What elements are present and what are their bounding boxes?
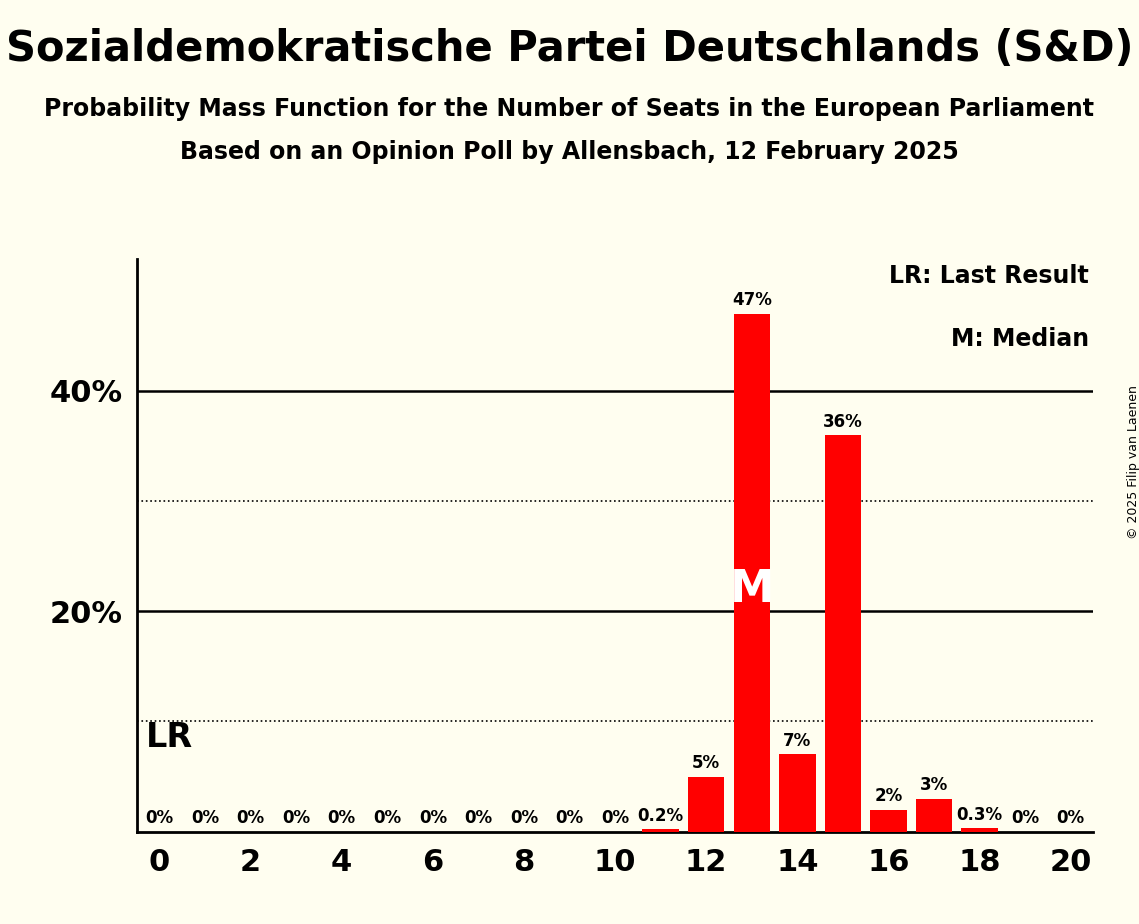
Bar <box>642 830 679 832</box>
Text: 0%: 0% <box>191 809 219 827</box>
Text: 0.2%: 0.2% <box>638 807 683 825</box>
Text: 0%: 0% <box>328 809 355 827</box>
Bar <box>688 776 724 832</box>
Text: Sozialdemokratische Partei Deutschlands (S&D): Sozialdemokratische Partei Deutschlands … <box>6 28 1133 69</box>
Text: 0%: 0% <box>1011 809 1039 827</box>
Text: 0%: 0% <box>465 809 492 827</box>
Text: M: M <box>730 567 773 611</box>
Text: 0.3%: 0.3% <box>957 806 1002 824</box>
Text: © 2025 Filip van Laenen: © 2025 Filip van Laenen <box>1126 385 1139 539</box>
Text: Based on an Opinion Poll by Allensbach, 12 February 2025: Based on an Opinion Poll by Allensbach, … <box>180 140 959 164</box>
Text: 0%: 0% <box>419 809 446 827</box>
Text: 0%: 0% <box>237 809 264 827</box>
Text: 0%: 0% <box>374 809 401 827</box>
Text: 0%: 0% <box>601 809 629 827</box>
Text: 0%: 0% <box>510 809 538 827</box>
Bar <box>961 828 998 832</box>
Text: 0%: 0% <box>282 809 310 827</box>
Text: 3%: 3% <box>920 776 948 794</box>
Text: LR: Last Result: LR: Last Result <box>888 264 1089 288</box>
Text: 47%: 47% <box>731 291 772 310</box>
Bar <box>734 314 770 832</box>
Text: 5%: 5% <box>693 754 720 772</box>
Bar <box>870 809 907 832</box>
Text: M: Median: M: Median <box>951 327 1089 351</box>
Text: 7%: 7% <box>784 732 811 750</box>
Text: 0%: 0% <box>556 809 583 827</box>
Text: LR: LR <box>146 722 192 755</box>
Bar <box>779 755 816 832</box>
Text: Probability Mass Function for the Number of Seats in the European Parliament: Probability Mass Function for the Number… <box>44 97 1095 121</box>
Text: 0%: 0% <box>1057 809 1084 827</box>
Bar <box>916 798 952 832</box>
Text: 0%: 0% <box>146 809 173 827</box>
Bar <box>825 435 861 832</box>
Text: 2%: 2% <box>875 787 902 805</box>
Text: 36%: 36% <box>823 413 862 431</box>
